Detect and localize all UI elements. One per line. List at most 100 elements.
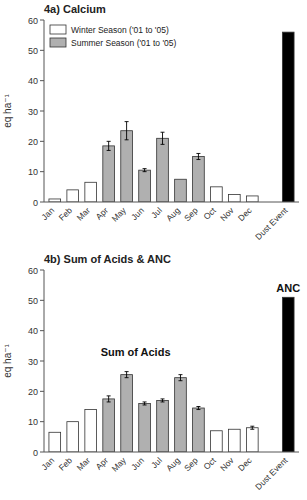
tick-label: Dec: [236, 455, 254, 473]
panel: 4b) Sum of Acids & ANC eq ha⁻¹ 0 10 20 30 40 50…: [2, 253, 300, 492]
tick-label: 60: [28, 16, 38, 26]
error-bar: [161, 132, 165, 144]
title: 4a) Calcium: [44, 3, 106, 15]
tick-mark: [40, 171, 44, 172]
bar: [121, 375, 133, 452]
tick-label: 20: [28, 387, 38, 397]
tick-label: Nov: [218, 205, 236, 223]
tick-label: Nov: [218, 455, 236, 473]
title: 4b) Sum of Acids & ANC: [44, 253, 171, 265]
tick-mark: [40, 330, 44, 331]
bar: [157, 400, 169, 452]
bar: [103, 399, 115, 452]
bar: [282, 297, 294, 452]
tick-label: 20: [28, 137, 38, 147]
bar: [246, 196, 258, 202]
tick-label: Feb: [57, 455, 75, 473]
chart-canvas: 4a) Calciumeq ha⁻¹0102030405060JanFebMar…: [0, 0, 307, 500]
tick-mark: [40, 391, 44, 392]
bar: [157, 138, 169, 202]
tick-label: 0: [33, 448, 38, 458]
tick-mark: [40, 111, 44, 112]
annotation: ANC: [276, 282, 300, 294]
tick-label: 50: [28, 296, 38, 306]
error-bar: [125, 122, 129, 140]
error-bar: [107, 141, 111, 150]
panel: 4a) Calciumeq ha⁻¹0102030405060JanFebMar…: [2, 3, 299, 242]
bar: [175, 378, 187, 452]
tick-mark: [40, 202, 44, 203]
bar: [67, 190, 79, 202]
tick-mark: [40, 80, 44, 81]
y-axis: [44, 20, 45, 202]
legend-swatch: [50, 25, 66, 34]
axis-label: eq ha⁻¹: [2, 94, 13, 128]
tick-mark: [40, 421, 44, 422]
error-bar: [143, 169, 147, 172]
tick-label: Jun: [129, 205, 146, 222]
bar: [193, 408, 205, 452]
tick-label: Aug: [164, 455, 182, 473]
tick-label: Apr: [94, 205, 111, 222]
tick-label: May: [110, 205, 129, 224]
bar: [67, 422, 79, 452]
tick-label: Jun: [129, 455, 146, 472]
tick-label: 0: [33, 198, 38, 208]
tick-label: Oct: [201, 205, 218, 222]
tick-label: Apr: [94, 455, 111, 472]
bar: [193, 157, 205, 203]
bar: [246, 428, 258, 452]
tick-label: Jul: [149, 455, 164, 470]
plot-area: [49, 32, 294, 202]
tick-label: Dec: [236, 205, 254, 223]
error-bar: [107, 396, 111, 402]
tick-mark: [40, 270, 44, 271]
annotation: Sum of Acids: [101, 346, 171, 358]
legend-swatch: [50, 38, 66, 47]
tick-label: Aug: [164, 205, 182, 223]
tick-label: 40: [28, 326, 38, 336]
bar: [139, 403, 151, 452]
error-bar: [143, 402, 147, 405]
legend-label: Winter Season ('01 to '05): [71, 25, 169, 35]
error-bar: [196, 407, 200, 410]
tick-label: Mar: [75, 455, 93, 473]
tick-label: 10: [28, 417, 38, 427]
bar: [211, 431, 223, 452]
tick-label: 30: [28, 357, 38, 367]
tick-label: Jan: [39, 455, 56, 472]
tick-mark: [40, 300, 44, 301]
bar: [211, 187, 223, 202]
y-axis: [44, 270, 45, 452]
tick-label: Feb: [57, 205, 75, 223]
tick-mark: [40, 20, 44, 21]
tick-mark: [40, 141, 44, 142]
error-bar: [161, 399, 165, 402]
tick-label: May: [110, 455, 129, 474]
error-bar: [196, 153, 200, 159]
error-bar: [250, 426, 254, 429]
tick-mark: [40, 361, 44, 362]
bar: [229, 194, 241, 202]
tick-label: Jul: [149, 205, 164, 220]
tick-mark: [40, 452, 44, 453]
tick-mark: [40, 50, 44, 51]
tick-label: 10: [28, 167, 38, 177]
legend-label: Summer Season ('01 to '05): [71, 38, 176, 48]
tick-label: Mar: [75, 205, 93, 223]
tick-label: 30: [28, 107, 38, 117]
tick-label: 60: [28, 266, 38, 276]
tick-label: Dust Event: [253, 205, 290, 242]
tick-label: 40: [28, 76, 38, 86]
tick-label: 50: [28, 46, 38, 56]
tick-label: Sep: [182, 455, 200, 473]
plot-area: [49, 297, 294, 452]
bar: [282, 32, 294, 202]
x-axis: [44, 202, 299, 203]
error-bar: [178, 375, 182, 381]
bar: [175, 179, 187, 202]
bar: [121, 131, 133, 202]
bar: [85, 182, 97, 202]
tick-label: Dust Event: [253, 455, 290, 492]
axis-label: eq ha⁻¹: [2, 344, 13, 378]
